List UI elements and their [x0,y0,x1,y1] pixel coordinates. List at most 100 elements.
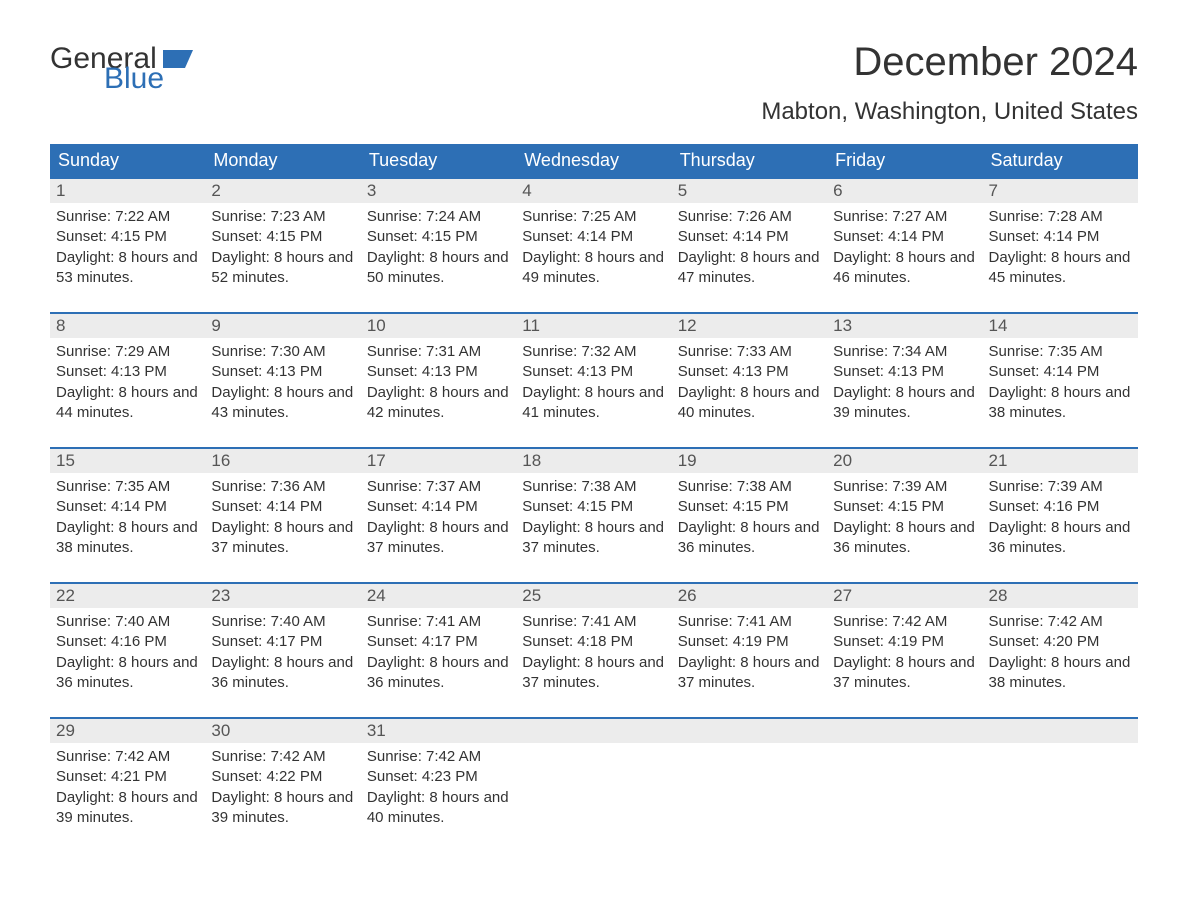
sunrise-line: Sunrise: 7:35 AM [989,342,1132,362]
brand-word2: Blue [104,64,193,94]
calendar-day-cell: 29Sunrise: 7:42 AMSunset: 4:21 PMDayligh… [50,718,205,852]
day-body: Sunrise: 7:39 AMSunset: 4:16 PMDaylight:… [989,477,1132,558]
calendar-day-cell: 21Sunrise: 7:39 AMSunset: 4:16 PMDayligh… [983,448,1138,583]
day-body: Sunrise: 7:35 AMSunset: 4:14 PMDaylight:… [989,342,1132,423]
day-body: Sunrise: 7:31 AMSunset: 4:13 PMDaylight:… [367,342,510,423]
weekday-header: Saturday [983,144,1138,178]
sunset-line: Sunset: 4:15 PM [678,497,821,517]
sunset-line: Sunset: 4:20 PM [989,632,1132,652]
day-body: Sunrise: 7:42 AMSunset: 4:23 PMDaylight:… [367,747,510,828]
sunset-line: Sunset: 4:17 PM [211,632,354,652]
location-text: Mabton, Washington, United States [50,98,1138,126]
daylight-line: Daylight: 8 hours and 44 minutes. [56,383,199,424]
day-number: 6 [827,179,982,203]
page-title: December 2024 [853,40,1138,85]
sunrise-line: Sunrise: 7:35 AM [56,477,199,497]
day-number: 5 [672,179,827,203]
day-number [516,719,671,743]
day-body: Sunrise: 7:42 AMSunset: 4:21 PMDaylight:… [56,747,199,828]
daylight-line: Daylight: 8 hours and 47 minutes. [678,248,821,289]
day-number: 1 [50,179,205,203]
day-number: 4 [516,179,671,203]
sunrise-line: Sunrise: 7:41 AM [367,612,510,632]
sunset-line: Sunset: 4:14 PM [367,497,510,517]
sunrise-line: Sunrise: 7:23 AM [211,207,354,227]
calendar-day-cell: 9Sunrise: 7:30 AMSunset: 4:13 PMDaylight… [205,313,360,448]
weekday-header: Thursday [672,144,827,178]
sunrise-line: Sunrise: 7:30 AM [211,342,354,362]
sunrise-line: Sunrise: 7:27 AM [833,207,976,227]
sunrise-line: Sunrise: 7:26 AM [678,207,821,227]
daylight-line: Daylight: 8 hours and 36 minutes. [367,653,510,694]
sunrise-line: Sunrise: 7:33 AM [678,342,821,362]
calendar-day-cell: 19Sunrise: 7:38 AMSunset: 4:15 PMDayligh… [672,448,827,583]
day-body: Sunrise: 7:25 AMSunset: 4:14 PMDaylight:… [522,207,665,288]
sunrise-line: Sunrise: 7:37 AM [367,477,510,497]
calendar-week-row: 22Sunrise: 7:40 AMSunset: 4:16 PMDayligh… [50,583,1138,718]
daylight-line: Daylight: 8 hours and 36 minutes. [989,518,1132,559]
calendar-day-cell: 16Sunrise: 7:36 AMSunset: 4:14 PMDayligh… [205,448,360,583]
daylight-line: Daylight: 8 hours and 37 minutes. [522,653,665,694]
sunset-line: Sunset: 4:15 PM [833,497,976,517]
sunset-line: Sunset: 4:13 PM [678,362,821,382]
daylight-line: Daylight: 8 hours and 38 minutes. [989,653,1132,694]
daylight-line: Daylight: 8 hours and 38 minutes. [56,518,199,559]
day-number: 13 [827,314,982,338]
sunrise-line: Sunrise: 7:32 AM [522,342,665,362]
day-body: Sunrise: 7:26 AMSunset: 4:14 PMDaylight:… [678,207,821,288]
day-number: 10 [361,314,516,338]
sunset-line: Sunset: 4:13 PM [367,362,510,382]
day-body: Sunrise: 7:30 AMSunset: 4:13 PMDaylight:… [211,342,354,423]
header-row: General Blue December 2024 [50,40,1138,94]
calendar-day-cell: 10 Sunrise: 7:31 AMSunset: 4:13 PMDayligh… [361,313,516,448]
day-body: Sunrise: 7:38 AMSunset: 4:15 PMDaylight:… [522,477,665,558]
day-number: 15 [50,449,205,473]
calendar-day-cell [672,718,827,852]
day-number: 2 [205,179,360,203]
day-body: Sunrise: 7:41 AMSunset: 4:18 PMDaylight:… [522,612,665,693]
calendar-day-cell: 7Sunrise: 7:28 AMSunset: 4:14 PMDaylight… [983,178,1138,313]
calendar-day-cell: 4 Sunrise: 7:25 AMSunset: 4:14 PMDaylight… [516,178,671,313]
weekday-header: Friday [827,144,982,178]
daylight-line: Daylight: 8 hours and 37 minutes. [367,518,510,559]
daylight-line: Daylight: 8 hours and 46 minutes. [833,248,976,289]
calendar-week-row: 15Sunrise: 7:35 AMSunset: 4:14 PMDayligh… [50,448,1138,583]
day-number: 27 [827,584,982,608]
day-body: Sunrise: 7:23 AMSunset: 4:15 PMDaylight:… [211,207,354,288]
calendar-day-cell: 6 Sunrise: 7:27 AMSunset: 4:14 PMDaylight… [827,178,982,313]
day-body: Sunrise: 7:27 AMSunset: 4:14 PMDaylight:… [833,207,976,288]
daylight-line: Daylight: 8 hours and 36 minutes. [678,518,821,559]
day-body: Sunrise: 7:22 AMSunset: 4:15 PMDaylight:… [56,207,199,288]
day-body: Sunrise: 7:40 AMSunset: 4:17 PMDaylight:… [211,612,354,693]
calendar-day-cell: 17Sunrise: 7:37 AMSunset: 4:14 PMDayligh… [361,448,516,583]
calendar-day-cell: 24Sunrise: 7:41 AMSunset: 4:17 PMDayligh… [361,583,516,718]
daylight-line: Daylight: 8 hours and 41 minutes. [522,383,665,424]
day-number: 31 [361,719,516,743]
calendar-day-cell: 3Sunrise: 7:24 AMSunset: 4:15 PMDaylight… [361,178,516,313]
day-number: 12 [672,314,827,338]
day-body: Sunrise: 7:35 AMSunset: 4:14 PMDaylight:… [56,477,199,558]
calendar-day-cell: 30Sunrise: 7:42 AMSunset: 4:22 PMDayligh… [205,718,360,852]
sunrise-line: Sunrise: 7:41 AM [678,612,821,632]
sunrise-line: Sunrise: 7:34 AM [833,342,976,362]
sunrise-line: Sunrise: 7:29 AM [56,342,199,362]
calendar-day-cell: 11Sunrise: 7:32 AMSunset: 4:13 PMDayligh… [516,313,671,448]
sunset-line: Sunset: 4:16 PM [56,632,199,652]
sunset-line: Sunset: 4:15 PM [211,227,354,247]
daylight-line: Daylight: 8 hours and 36 minutes. [211,653,354,694]
day-number: 14 [983,314,1138,338]
calendar-day-cell: 14 Sunrise: 7:35 AMSunset: 4:14 PMDayligh… [983,313,1138,448]
daylight-line: Daylight: 8 hours and 50 minutes. [367,248,510,289]
sunrise-line: Sunrise: 7:25 AM [522,207,665,227]
day-body: Sunrise: 7:34 AMSunset: 4:13 PMDaylight:… [833,342,976,423]
sunset-line: Sunset: 4:15 PM [56,227,199,247]
day-number: 23 [205,584,360,608]
day-number: 20 [827,449,982,473]
sunrise-line: Sunrise: 7:41 AM [522,612,665,632]
daylight-line: Daylight: 8 hours and 37 minutes. [522,518,665,559]
day-number [983,719,1138,743]
daylight-line: Daylight: 8 hours and 45 minutes. [989,248,1132,289]
sunset-line: Sunset: 4:13 PM [211,362,354,382]
daylight-line: Daylight: 8 hours and 36 minutes. [833,518,976,559]
sunrise-line: Sunrise: 7:42 AM [367,747,510,767]
